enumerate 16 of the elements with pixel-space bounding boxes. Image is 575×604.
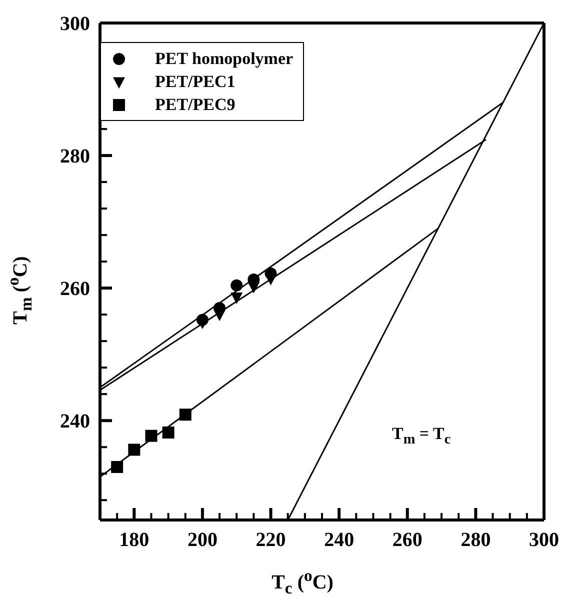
y-tick-label: 260 bbox=[60, 278, 90, 300]
annotation: T$_{m}$ = T$_{c}$ bbox=[392, 424, 451, 448]
x-tick-label: 240 bbox=[324, 529, 354, 551]
y-tick-label: 240 bbox=[60, 410, 90, 433]
x-tick-label: 300 bbox=[529, 529, 559, 551]
legend-label: PET/PEC9 bbox=[155, 94, 236, 114]
x-axis-title: T$_{c}$ ($^{o}$C) bbox=[270, 566, 334, 599]
x-tick-label: 220 bbox=[256, 529, 286, 551]
legend-label: PET homopolymer bbox=[155, 48, 294, 68]
legend-label: PET/PEC1 bbox=[155, 72, 236, 92]
y-tick-label: 300 bbox=[60, 13, 90, 35]
x-tick-label: 200 bbox=[187, 529, 218, 551]
y-tick-label: 280 bbox=[60, 146, 90, 168]
x-tick-label: 260 bbox=[392, 529, 422, 551]
x-tick-label: 280 bbox=[460, 529, 491, 551]
x-tick-label: 180 bbox=[119, 529, 150, 551]
